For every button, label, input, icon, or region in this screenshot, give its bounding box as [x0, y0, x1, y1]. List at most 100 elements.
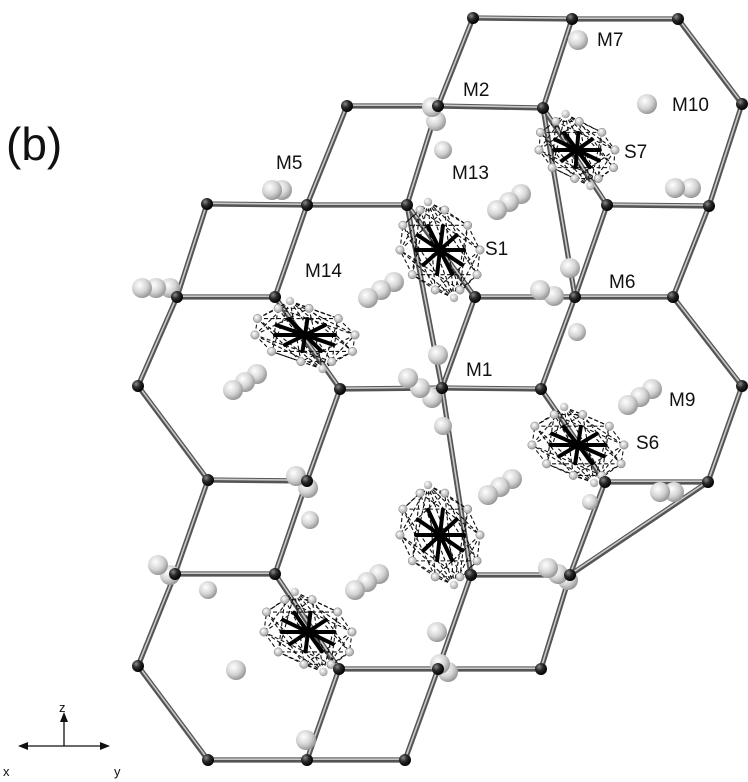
bond-highlight-c4-c5: [606, 203, 710, 206]
bond-highlight-c1-d1: [176, 202, 208, 298]
bond-highlight-c1-c2: [206, 202, 308, 205]
guest-M1b-0: [398, 368, 418, 388]
polyhedron-S1-vertex-4: [407, 270, 417, 280]
polyhedron-S7-bot-5: [538, 149, 591, 187]
polyhedron-S1-bot-1: [453, 274, 478, 299]
polyhedron-S6-diag-4: [546, 414, 555, 464]
bond-highlight-b4-c5: [708, 102, 743, 206]
label-M2: M2: [463, 80, 489, 101]
polyhedron-S1-diag-8: [444, 209, 478, 275]
polyhedron-M14-vertex-9: [333, 314, 343, 323]
polyhedron-M14-apex-bottom: [318, 364, 327, 374]
polyhedron-lower-mid-edge-3: [412, 560, 436, 578]
polyhedron-S7-core-4: [560, 137, 594, 163]
framework-atom-i1: [202, 754, 214, 766]
polyhedron-lower-left-bot-4: [278, 651, 324, 673]
polyhedron-M14-edge-3: [271, 350, 302, 363]
framework-atom-c3: [401, 199, 413, 211]
polyhedron-S7-vertex-5: [534, 145, 544, 155]
polyhedron-lower-mid-vertex-6: [398, 504, 408, 514]
framework-atom-h2: [333, 663, 345, 675]
bond-highlight-c5-d5: [672, 204, 710, 298]
polyhedron-lower-left-vertex-8: [307, 595, 317, 605]
polyhedron-S1-vertex-3: [430, 285, 440, 295]
polyhedron-lower-mid-top-6: [402, 484, 429, 510]
polyhedron-lower-mid-edge-9: [467, 508, 481, 536]
polyhedron-lower-left-diag-2: [263, 631, 332, 665]
framework-atom-h3: [432, 663, 444, 675]
x-axis-label: x: [3, 764, 10, 779]
polyhedron-M14-diag-7: [277, 307, 356, 336]
label-S6: S6: [636, 433, 659, 454]
label-M1: M1: [466, 360, 492, 381]
polyhedron-lower-mid-vertex-7: [415, 488, 425, 498]
polyhedron-lower-mid-vertex-3: [430, 572, 440, 582]
bond-highlight-g1-h1: [137, 572, 176, 667]
polyhedron-lower-mid-vertex-1: [472, 556, 482, 566]
axes-indicator: z x y: [3, 700, 121, 779]
guest-left-d1-0: [132, 278, 152, 298]
guest-h1-0: [226, 660, 246, 680]
framework-atom-d4: [569, 291, 581, 303]
guest-i2-0: [296, 730, 316, 750]
polyhedron-S1-vertex-0: [475, 245, 485, 255]
polyhedron-S7-vertex-9: [597, 127, 607, 137]
label-M14: M14: [305, 261, 342, 282]
polyhedron-M14-diag-8: [308, 307, 353, 352]
polyhedron-S1-vertex-7: [415, 205, 425, 215]
polyhedron-M14-apex-top: [285, 296, 295, 306]
guest-mid-f-0: [478, 485, 498, 505]
polyhedron-M14-vertex-1: [348, 347, 357, 356]
polyhedron-S1-apex-top: [423, 197, 433, 207]
framework-atoms: [132, 12, 748, 766]
polyhedron-M14-diag-3: [257, 318, 302, 363]
z-axis-label: z: [59, 700, 66, 715]
x-axis-arrow: [18, 742, 28, 750]
polyhedron-lower-left: [259, 587, 357, 677]
polyhedron-S6-vertex-1: [616, 459, 626, 469]
polyhedron-lower-left-bot-5: [263, 631, 324, 673]
framework-atom-f4: [702, 476, 714, 488]
framework-atom-h4: [535, 663, 547, 675]
polyhedron-S1-vertex-1: [472, 270, 482, 280]
label-S1: S1: [485, 239, 508, 260]
guest-M9-0: [618, 395, 638, 415]
polyhedron-S6-apex-bottom: [589, 478, 599, 488]
framework-atom-g2: [269, 568, 281, 580]
polyhedron-lower-mid-bot-5: [399, 534, 455, 586]
framework-atom-a3: [672, 13, 684, 25]
polyhedron-S1-vertex-9: [463, 220, 473, 230]
y-axis-label: y: [114, 764, 121, 779]
polyhedron-M14: [250, 296, 360, 374]
framework-atom-c1: [201, 198, 213, 210]
polyhedron-S1-bot-8: [444, 209, 455, 299]
polyhedron-lower-left-vertex-5: [259, 627, 269, 637]
framework-atom-f1: [202, 474, 214, 486]
polyhedron-S1-bot-5: [399, 249, 455, 299]
polyhedron-S7-top-5: [538, 113, 567, 151]
polyhedron-S7-vertex-8: [574, 117, 584, 126]
polyhedron-S7-apex-bottom: [586, 181, 595, 191]
polyhedron-S1-diag-2: [399, 249, 461, 291]
polyhedron-lower-mid-vertex-9: [463, 504, 473, 514]
framework-atom-i2: [301, 754, 313, 766]
polyhedron-S6-diag-9: [601, 426, 610, 476]
site-labels: (b) M7 M2 M10 M5 M13 S7 S1 M14 M6 M1 M9 …: [6, 30, 709, 454]
polyhedron-S1-vertex-2: [455, 285, 465, 295]
polyhedron-S7-top-9: [565, 113, 603, 133]
label-S7: S7: [624, 142, 647, 163]
polyhedron-S6-vertex-5: [527, 440, 537, 450]
polyhedron-lower-mid-top-1: [427, 484, 478, 562]
guest-g1b-0: [199, 581, 217, 599]
bond-highlight-d4-e4: [540, 295, 576, 390]
guest-M6b-0: [530, 280, 550, 300]
label-M10: M10: [672, 95, 709, 116]
bond-highlight-a1-a2: [472, 16, 573, 20]
guest-M6c-0: [568, 323, 586, 341]
polyhedron-lower-left-vertex-4: [273, 647, 283, 657]
guest-left-e-0: [223, 380, 243, 400]
polyhedron-lower-left-top-0: [294, 591, 353, 633]
polyhedron-lower-mid-vertex-8: [440, 488, 450, 498]
polyhedron-M14-top-0: [289, 300, 356, 336]
